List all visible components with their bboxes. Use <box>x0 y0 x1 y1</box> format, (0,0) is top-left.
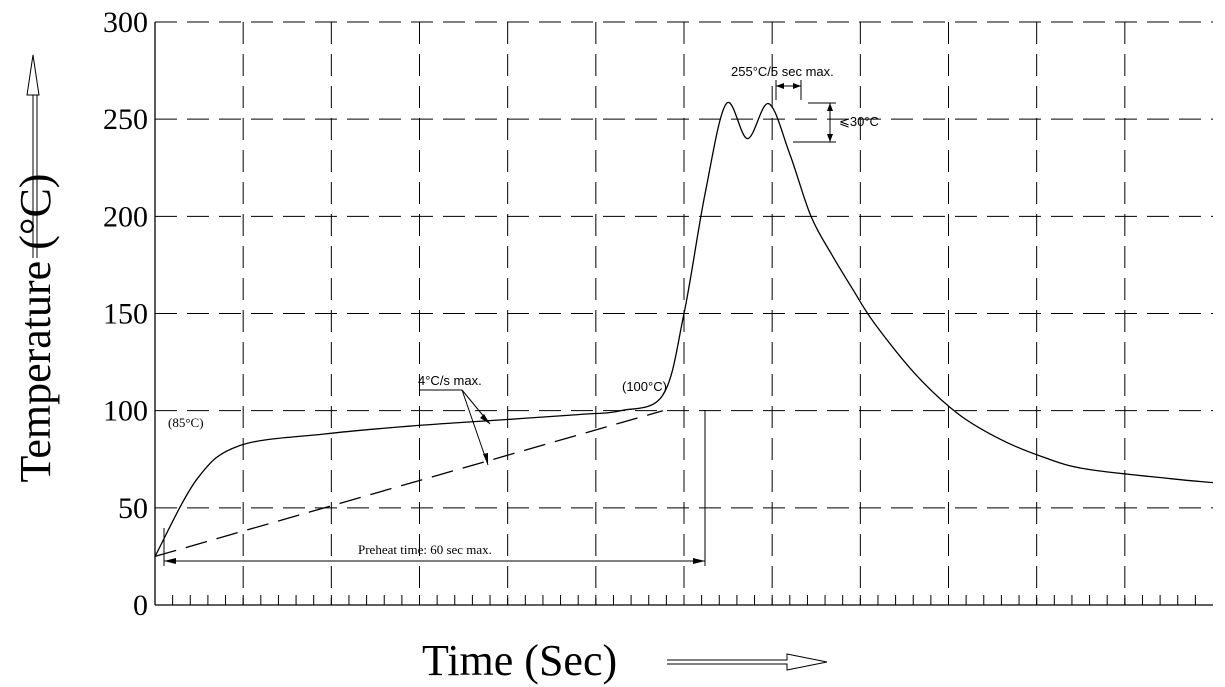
x-axis-title-group: Time (Sec) <box>422 636 828 685</box>
ramp-arrow-1 <box>480 414 490 424</box>
series <box>154 101 1214 558</box>
peak-callout: 255°C/5 sec max. <box>731 64 834 100</box>
y-axis-arrow-icon <box>26 54 40 258</box>
preheat-time-dimension: Preheat time: 60 sec max. <box>163 410 706 566</box>
x-minor-ticks <box>172 595 1196 605</box>
dip-bottom-arrow <box>827 134 833 142</box>
dip-callout: ⩽30°C <box>793 102 879 143</box>
preheat-start-label: (85°C) <box>168 415 204 430</box>
ramp-leader-3 <box>461 389 489 466</box>
y-tick-label: 0 <box>133 589 148 622</box>
y-tick-label: 50 <box>118 492 148 525</box>
y-axis-title-group: Temperature (°C) <box>11 54 60 483</box>
x-axis-arrow-icon <box>667 653 828 671</box>
preheat-right-arrow <box>693 558 705 564</box>
ramp-callout: 4°C/s max. <box>418 373 491 466</box>
ramp-label: 4°C/s max. <box>418 373 482 388</box>
y-tick-label: 250 <box>103 103 148 136</box>
dip-top-arrow <box>827 103 833 111</box>
peak-label: 255°C/5 sec max. <box>731 64 834 79</box>
preheat-left-arrow <box>164 558 176 564</box>
y-axis-title: Temperature (°C) <box>11 174 60 483</box>
peak-right-arrow <box>793 83 801 89</box>
temperature-profile-series <box>154 101 1214 557</box>
preheat-time-label: Preheat time: 60 sec max. <box>358 542 492 557</box>
peak-left-arrow <box>776 83 784 89</box>
x-axis-title: Time (Sec) <box>422 636 617 685</box>
grid <box>155 21 1213 605</box>
y-tick-label: 150 <box>103 298 148 331</box>
y-tick-labels: 0 50 100 150 200 250 300 <box>103 6 148 622</box>
y-tick-label: 100 <box>103 395 148 428</box>
dip-label: ⩽30°C <box>839 114 879 129</box>
y-tick-label: 200 <box>103 200 148 233</box>
y-tick-label: 300 <box>103 6 148 39</box>
preheat-end-label: (100°C) <box>622 379 667 394</box>
ramp-line-series <box>154 410 663 558</box>
ramp-arrow-2 <box>483 453 488 465</box>
